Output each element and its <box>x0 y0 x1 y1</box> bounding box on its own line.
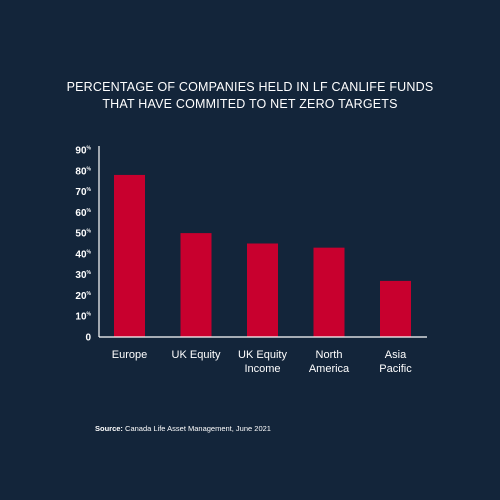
bar-2 <box>247 243 278 337</box>
x-category-label: UK Equity <box>172 349 221 361</box>
y-tick-label: 40% <box>75 249 91 260</box>
x-category-label: Europe <box>112 349 147 361</box>
x-category-label: Asia <box>385 349 407 361</box>
x-category-label: America <box>309 363 350 375</box>
y-tick-unit: % <box>87 166 92 172</box>
chart-title-line-2: THAT HAVE COMMITED TO NET ZERO TARGETS <box>102 97 398 111</box>
y-tick-label: 10% <box>75 312 91 323</box>
x-category-labels: Europe UK Equity UK Equity Income North Ameri… <box>112 349 412 375</box>
y-tick-label: 50% <box>75 229 91 240</box>
y-tick-unit: % <box>87 291 92 297</box>
y-tick-unit: % <box>87 208 92 214</box>
y-tick-unit: % <box>87 249 92 255</box>
y-tick-unit: % <box>87 229 92 235</box>
y-tick-unit: % <box>87 312 92 318</box>
y-tick-labels: 0 10% 20% 30% 40% 50% 60% 70% 80% 90% <box>75 146 91 344</box>
y-tick-label: 0 <box>85 333 91 344</box>
y-tick-label: 80% <box>75 166 91 177</box>
chart-title: PERCENTAGE OF COMPANIES HELD IN LF CANLI… <box>0 79 500 113</box>
y-tick-unit: % <box>87 187 92 193</box>
x-category-label: Pacific <box>379 363 412 375</box>
source-note: Source: Canada Life Asset Management, Ju… <box>95 424 271 433</box>
y-tick-label: 30% <box>75 270 91 281</box>
y-tick-label: 60% <box>75 208 91 219</box>
y-tick-unit: % <box>87 270 92 276</box>
chart-title-line-1: PERCENTAGE OF COMPANIES HELD IN LF CANLI… <box>66 80 434 94</box>
bar-0 <box>114 174 145 337</box>
bar-4 <box>380 280 411 337</box>
bar-1 <box>180 233 212 337</box>
bar-3 <box>313 247 345 337</box>
y-tick-label: 20% <box>75 291 91 302</box>
x-category-label: UK Equity <box>238 349 287 361</box>
x-category-label: Income <box>244 363 280 375</box>
y-tick-label: 90% <box>75 146 91 157</box>
y-tick-unit: % <box>87 146 92 152</box>
x-category-label: North <box>316 349 343 361</box>
source-text: Canada Life Asset Management, June 2021 <box>122 424 271 433</box>
bars-layer <box>114 174 411 337</box>
y-tick-label: 70% <box>75 187 91 198</box>
source-label: Source: <box>95 424 123 433</box>
